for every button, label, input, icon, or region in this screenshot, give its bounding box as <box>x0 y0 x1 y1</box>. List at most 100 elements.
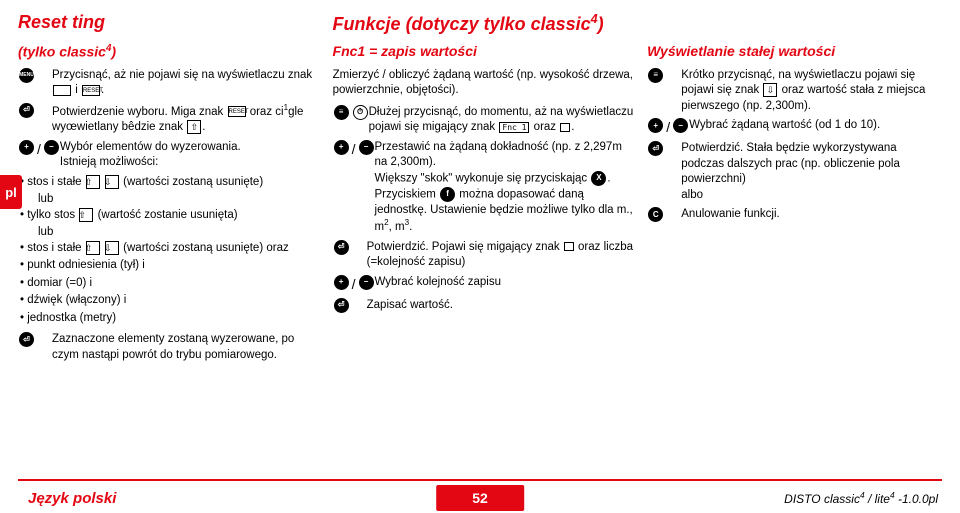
c1-r3-b: Istnieją możliwości: <box>60 155 319 171</box>
c2-r1-c: . <box>571 121 574 133</box>
c3-r2: Wybrać żądaną wartość (od 1 do 10). <box>689 118 942 134</box>
c1-row-3: +/− Wybór elementów do wyzerowania. Istn… <box>18 140 319 171</box>
c-icon: C <box>648 207 663 222</box>
footer-divider <box>18 479 942 481</box>
left-title: Reset ting <box>18 12 333 33</box>
fnc-display-icon: Fnc 1 <box>499 122 529 133</box>
c3-r4: Anulowanie funkcji. <box>681 207 942 223</box>
header-row: Reset ting Funkcje (dotyczy tylko classi… <box>18 12 942 35</box>
slash-icon-2: / <box>352 140 356 159</box>
blank-icon <box>560 123 570 132</box>
plus-icon-3: + <box>334 275 349 290</box>
reset-display-icon: RESET <box>82 85 100 96</box>
c1-r3-a: Wybór elementów do wyzerowania. <box>60 140 319 156</box>
language-tab: pl <box>0 175 22 209</box>
store-up-icon-2: ⇧ <box>86 175 100 189</box>
store-down-icon-2: ⇩ <box>105 241 119 255</box>
footer-right-c: -1.0.0pl <box>895 492 938 506</box>
c1-b2-b: (wartość zostanie usunięta) <box>94 209 237 221</box>
c1-bullet-7: jednostka (metry) <box>18 311 319 327</box>
c1-bullet-6: dźwięk (włączony) i <box>18 293 319 309</box>
store-up-icon-3: ⇧ <box>79 208 93 222</box>
plus-icon-2: + <box>334 140 349 155</box>
c1-r4: Zaznaczone elementy zostaną wyzerowane, … <box>52 332 319 363</box>
c1-bullet-1: stos i stałe ⇧ ⇩ (wartości zostaną usuni… <box>18 175 319 191</box>
footer-right-b: / lite <box>865 492 890 506</box>
enter-icon-3: ⏎ <box>334 240 349 255</box>
c2-r2-f: , m <box>389 221 405 233</box>
minus-icon-3: − <box>359 275 374 290</box>
c2-r4: Wybrać kolejność zapisu <box>375 275 634 291</box>
slash-icon: / <box>37 140 41 159</box>
c1-r2-d: . <box>202 121 205 133</box>
store-down-icon: ⇩ <box>105 175 119 189</box>
c2-r5: Zapisać wartość. <box>367 298 634 314</box>
minus-icon-2: − <box>359 140 374 155</box>
c2-r3-a: Potwierdzić. Pojawi się migający znak <box>367 241 563 253</box>
c1-r1-b: i <box>72 84 81 96</box>
enter-icon-2: ⏎ <box>19 332 34 347</box>
c1-row-1: MENU Przycisnąć, aż nie pojawi się na wy… <box>18 68 319 99</box>
c1-b3-a: stos i stałe <box>27 242 85 254</box>
reset-display-icon-2: RESET <box>228 106 246 117</box>
plus-icon-4: + <box>648 118 663 133</box>
c1-r1-a: Przycisnąć, aż nie pojawi się na wyświet… <box>52 69 312 81</box>
content-columns: MENU Przycisnąć, aż nie pojawi się na wy… <box>18 68 942 368</box>
c1-bullet-3: stos i stałe ⇧ ⇩ (wartości zostaną usuni… <box>18 241 319 257</box>
c1-row-2: ⏎ Potwierdzenie wyboru. Miga znak RESET … <box>18 103 319 136</box>
c2-row-4: +/− Wybrać kolejność zapisu <box>333 275 634 294</box>
plus-icon: + <box>19 140 34 155</box>
enter-icon: ⏎ <box>19 103 34 118</box>
mid-title-text: Funkcje (dotyczy tylko classic <box>333 14 591 34</box>
c1-r2-a: Potwierdzenie wyboru. Miga znak <box>52 106 227 118</box>
left-sub-close: ) <box>111 44 116 60</box>
c1-bullet-4: punkt odniesienia (tył) i <box>18 258 319 274</box>
timer-icon: ⏱ <box>353 105 368 120</box>
subheader-row: (tylko classic4) Fnc1 = zapis wartości W… <box>18 37 942 60</box>
c1-r1-c: . <box>101 84 104 96</box>
f-icon: f <box>440 187 455 202</box>
column-3: ≡ Krótko przycisnąć, na wyświetlaczu poj… <box>647 68 942 368</box>
mid-sub: Fnc1 = zapis wartości <box>333 43 648 59</box>
blank-display-icon <box>53 85 71 96</box>
stack-icon-2: ≡ <box>648 68 663 83</box>
c3-r3-a: Potwierdzić. Stała będzie wykorzystywana… <box>681 141 942 188</box>
c1-r2-b: oraz ci <box>247 106 284 118</box>
x-icon: X <box>591 171 606 186</box>
c2-p1: Zmierzyć / obliczyć żądaną wartość (np. … <box>333 68 634 99</box>
left-sub: (tylko classic4) <box>18 43 333 60</box>
c3-row-2: +/− Wybrać żądaną wartość (od 1 do 10). <box>647 118 942 137</box>
c2-r2-g: . <box>409 221 412 233</box>
footer: Język polski 52 DISTO classic4 / lite4 -… <box>0 483 960 513</box>
column-1: MENU Przycisnąć, aż nie pojawi się na wy… <box>18 68 333 368</box>
c1-row-4: ⏎ Zaznaczone elementy zostaną wyzerowane… <box>18 332 319 363</box>
c2-r2-a: Przestawić na żądaną dokładność (np. z 2… <box>375 140 634 171</box>
mid-title: Funkcje (dotyczy tylko classic4) <box>333 12 648 35</box>
store-down-icon-3: ⇩ <box>763 83 777 97</box>
slash-icon-3: / <box>352 275 356 294</box>
c2-r2-b: Większy "skok" wykonuje się przyciskając <box>375 172 591 184</box>
c1-b1-a: stos i stałe <box>27 176 85 188</box>
column-2: Zmierzyć / obliczyć żądaną wartość (np. … <box>333 68 648 368</box>
minus-icon-4: − <box>673 118 688 133</box>
c2-r1-b: oraz <box>530 121 559 133</box>
footer-product: DISTO classic4 / lite4 -1.0.0pl <box>480 490 960 506</box>
c2-row-3: ⏎ Potwierdzić. Pojawi się migający znak … <box>333 240 634 271</box>
minus-icon: − <box>44 140 59 155</box>
c1-b2-a: tylko stos <box>27 209 78 221</box>
mid-title-close: ) <box>598 14 604 34</box>
left-sub-text: (tylko classic <box>18 44 106 60</box>
c3-row-4: C Anulowanie funkcji. <box>647 207 942 223</box>
c1-bullet-5: domiar (=0) i <box>18 276 319 292</box>
store-up-icon: ⇧ <box>187 120 201 134</box>
enter-icon-5: ⏎ <box>648 141 663 156</box>
c1-b3-b: (wartości zostaną usunięte) oraz <box>120 242 289 254</box>
c1-b1-b: (wartości zostaną usunięte) <box>120 176 263 188</box>
c3-row-1: ≡ Krótko przycisnąć, na wyświetlaczu poj… <box>647 68 942 115</box>
footer-right-a: DISTO classic <box>784 492 860 506</box>
footer-language: Język polski <box>0 490 480 507</box>
c3-row-3: ⏎ Potwierdzić. Stała będzie wykorzystywa… <box>647 141 942 203</box>
c2-row-1: ≡⏱ Dłużej przycisnąć, do momentu, aż na … <box>333 105 634 136</box>
c2-r2-d: Przyciskiem <box>375 188 440 200</box>
menu-icon: MENU <box>19 68 34 83</box>
